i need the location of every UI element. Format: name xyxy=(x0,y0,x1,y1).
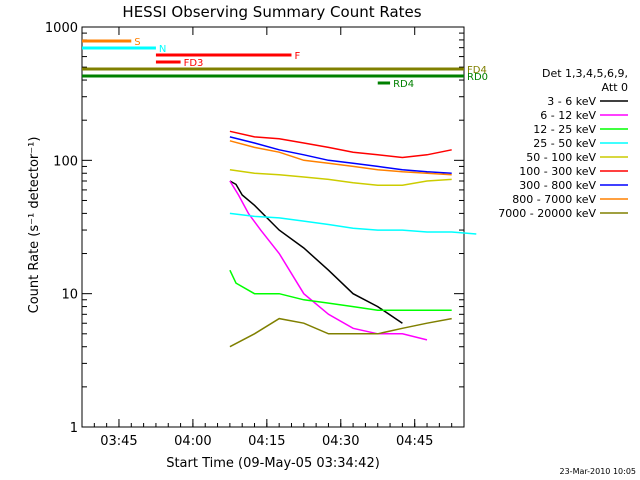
legend-label-1: 6 - 12 keV xyxy=(540,109,596,122)
series-line-50-100-kev xyxy=(229,168,452,187)
chart-title: HESSI Observing Summary Count Rates xyxy=(122,3,421,21)
legend-label-4: 50 - 100 keV xyxy=(526,151,596,164)
series-line-25-50-kev xyxy=(229,212,477,235)
x-tick-label-4: 04:45 xyxy=(396,434,433,449)
y-tick-label-1: 10 xyxy=(61,288,78,303)
legend-header-line-1: Det 1,3,4,5,6,9, xyxy=(542,67,628,80)
series-line-7000-20000-kev xyxy=(229,317,452,348)
legend-label-2: 12 - 25 keV xyxy=(533,123,596,136)
timestamp: 23-Mar-2010 10:05 xyxy=(560,467,637,476)
legend-label-7: 800 - 7000 keV xyxy=(512,193,596,206)
y-tick-label-0: 1 xyxy=(70,421,78,436)
x-tick-label-3: 04:30 xyxy=(322,434,359,449)
series-line-6-12-kev xyxy=(229,180,428,341)
series-line-100-300-kev xyxy=(229,130,452,159)
x-tick-label-2: 04:15 xyxy=(248,434,285,449)
legend-label-0: 3 - 6 keV xyxy=(547,95,596,108)
x-axis-ticks: 03:45 04:00 04:15 04:30 04:45 xyxy=(81,27,465,449)
legend-label-3: 25 - 50 keV xyxy=(533,137,596,150)
series-line-3-6-kev xyxy=(229,180,403,324)
y-axis-label: Count Rate (s⁻¹ detector⁻¹) xyxy=(27,137,42,314)
legend-label-6: 300 - 800 keV xyxy=(519,179,596,192)
flag-label-fd4: FD4 xyxy=(467,65,487,76)
series-line-800-7000-kev xyxy=(229,140,452,176)
x-tick-label-1: 04:00 xyxy=(174,434,211,449)
flag-label-rd0: RD0 xyxy=(467,72,488,83)
x-axis-label: Start Time (09-May-05 03:34:42) xyxy=(166,456,380,471)
flag-label-f: F xyxy=(294,51,300,62)
series-line-300-800-kev xyxy=(229,136,452,175)
plot-frame xyxy=(81,26,465,428)
y-tick-label-3: 1000 xyxy=(45,21,78,36)
flag-label-rd4: RD4 xyxy=(393,79,414,90)
series-line-12-25-kev xyxy=(229,269,452,312)
legend-header-line-2: Att 0 xyxy=(602,81,628,94)
x-tick-label-0: 03:45 xyxy=(100,434,137,449)
legend-label-5: 100 - 300 keV xyxy=(519,165,596,178)
y-tick-label-2: 100 xyxy=(53,154,78,169)
y-axis-ticks: 1 10 100 1000 xyxy=(45,21,464,436)
flag-label-s: S xyxy=(134,37,140,48)
flag-label-n: N xyxy=(159,44,166,55)
legend-label-8: 7000 - 20000 keV xyxy=(498,207,596,220)
flag-label-fd3: FD3 xyxy=(184,58,204,69)
series-lines xyxy=(229,130,477,348)
